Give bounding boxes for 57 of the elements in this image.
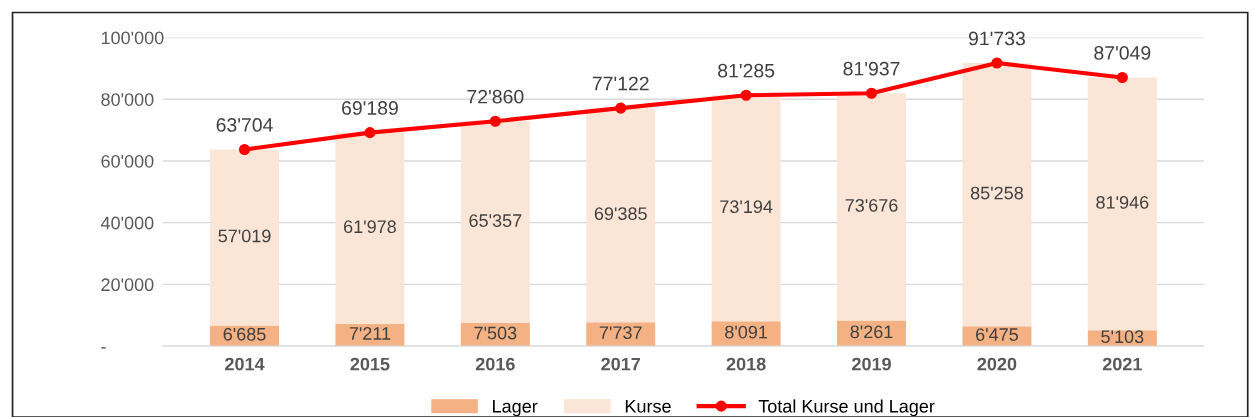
x-tick-label: 2017: [601, 357, 641, 371]
data-label: 81'946: [1096, 195, 1149, 209]
point: [740, 89, 752, 101]
data-label: 91'733: [968, 31, 1025, 46]
x-tick-label: 2020: [977, 357, 1017, 371]
legend-label: Total Kurse und Lager: [758, 399, 935, 417]
point: [238, 143, 251, 156]
point: [364, 127, 376, 139]
y-tick-label: 20'000: [101, 278, 154, 292]
data-label: 8'091: [725, 325, 768, 339]
point: [1116, 71, 1128, 84]
data-label: 63'704: [216, 118, 273, 132]
data-label: 73'676: [845, 199, 898, 212]
data-label: 81'285: [718, 63, 775, 78]
bar: [335, 132, 405, 324]
point: [991, 57, 1003, 69]
bar: [460, 121, 530, 323]
data-label: 77'122: [592, 76, 649, 91]
data-label: 7'211: [349, 327, 391, 340]
data-label: 65'357: [469, 214, 522, 227]
data-label: 85'258: [970, 186, 1023, 200]
data-label: 61'978: [344, 220, 396, 234]
y-tick-label: 60'000: [101, 154, 154, 168]
x-tick-label: 2016: [475, 357, 515, 371]
x-tick-label: 2015: [350, 357, 390, 371]
bar: [586, 108, 656, 323]
data-label: 6'475: [976, 328, 1018, 341]
bar: [1087, 77, 1157, 331]
data-label: 6'685: [223, 327, 266, 341]
data-label: 87'049: [1094, 45, 1151, 60]
point: [615, 102, 627, 114]
data-label: 7'737: [599, 326, 642, 340]
data-label: 5'103: [1101, 330, 1144, 344]
data-label: 72'860: [467, 89, 524, 104]
bar: [962, 63, 1032, 327]
x-tick-label: 2019: [852, 357, 891, 371]
y-tick-label: -: [101, 347, 106, 349]
y-tick-label: 100'000: [101, 31, 164, 45]
y-tick-label: 40'000: [100, 216, 154, 230]
bar: [711, 95, 781, 322]
point: [489, 115, 501, 127]
data-label: 57'019: [218, 229, 271, 243]
data-label: 69'385: [594, 207, 647, 221]
data-label: 69'189: [342, 101, 398, 115]
data-label: 8'261: [850, 325, 893, 339]
legend-label: Lager: [493, 400, 538, 417]
x-tick-label: 2014: [225, 357, 265, 371]
data-label: 81'937: [843, 61, 900, 76]
bar: [210, 149, 280, 326]
x-tick-label: 2021: [1102, 357, 1142, 371]
y-tick-label: 80'000: [101, 93, 154, 106]
legend-label: Kurse: [625, 400, 671, 413]
data-label: 73'194: [720, 200, 773, 214]
x-tick-label: 2018: [726, 357, 766, 371]
bar: [837, 93, 907, 321]
data-label: 7'503: [474, 326, 517, 340]
point: [865, 87, 878, 99]
